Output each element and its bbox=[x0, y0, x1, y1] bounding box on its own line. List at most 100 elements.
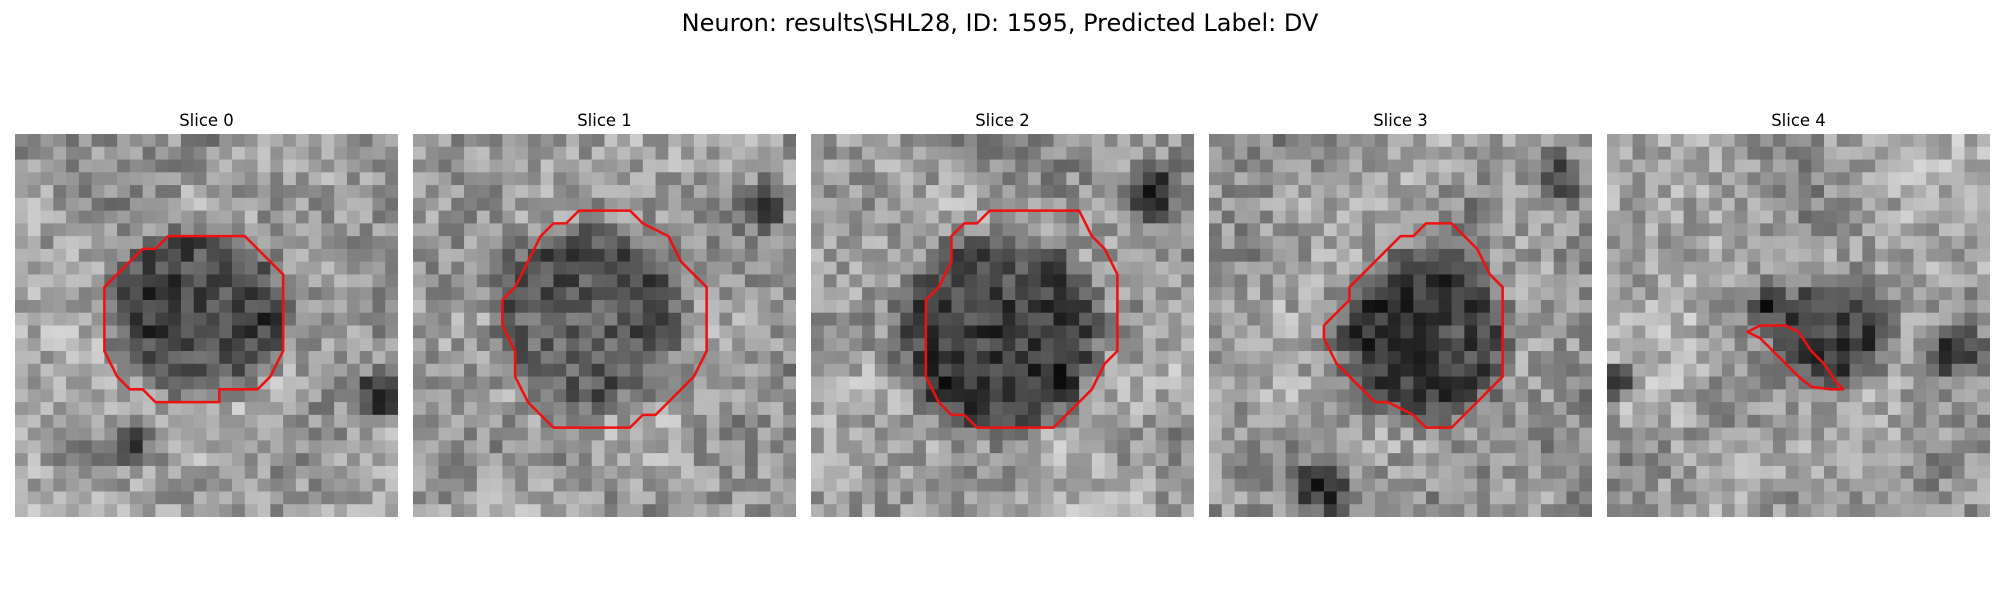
pixel bbox=[1938, 159, 1953, 173]
pixel bbox=[1451, 236, 1465, 250]
pixel bbox=[27, 299, 42, 314]
pixel bbox=[104, 376, 118, 390]
pixel bbox=[464, 465, 478, 480]
pixel bbox=[489, 351, 503, 365]
pixel bbox=[849, 248, 863, 263]
pixel bbox=[617, 197, 631, 212]
pixel bbox=[244, 172, 259, 186]
pixel bbox=[1900, 223, 1914, 237]
pixel bbox=[925, 134, 940, 148]
pixel bbox=[244, 376, 259, 390]
pixel bbox=[502, 389, 516, 403]
pixel bbox=[502, 351, 516, 365]
pixel bbox=[1323, 236, 1338, 250]
pixel bbox=[668, 414, 682, 429]
pixel bbox=[1734, 299, 1748, 314]
pixel bbox=[1387, 389, 1402, 403]
pixel bbox=[578, 236, 593, 250]
pixel bbox=[681, 504, 695, 517]
pixel bbox=[1875, 325, 1889, 339]
pixel bbox=[783, 172, 796, 186]
pixel bbox=[413, 274, 427, 288]
pixel bbox=[244, 478, 259, 492]
pixel bbox=[1862, 210, 1876, 224]
pixel bbox=[1607, 312, 1621, 327]
pixel bbox=[1362, 465, 1376, 480]
pixel bbox=[1785, 287, 1800, 301]
pixel bbox=[232, 351, 246, 365]
pixel bbox=[1875, 261, 1889, 275]
pixel bbox=[770, 376, 784, 390]
pixel bbox=[1040, 402, 1055, 416]
pixel bbox=[1477, 338, 1491, 352]
pixel bbox=[193, 414, 208, 429]
pixel bbox=[1951, 389, 1965, 403]
pixel bbox=[117, 287, 131, 301]
pixel bbox=[1502, 325, 1516, 339]
pixel bbox=[334, 363, 348, 378]
pixel bbox=[604, 465, 618, 480]
pixel bbox=[938, 197, 952, 212]
pixel bbox=[1951, 453, 1965, 467]
pixel bbox=[553, 325, 567, 339]
pixel bbox=[193, 363, 208, 378]
pixel bbox=[168, 197, 182, 212]
pixel bbox=[232, 478, 246, 492]
pixel bbox=[1887, 210, 1902, 224]
pixel bbox=[1477, 134, 1491, 148]
pixel bbox=[1040, 491, 1055, 505]
pixel bbox=[1887, 376, 1902, 390]
pixel bbox=[1645, 389, 1659, 403]
pixel bbox=[849, 427, 863, 441]
pixel bbox=[1875, 414, 1889, 429]
pixel bbox=[913, 236, 927, 250]
pixel bbox=[334, 274, 348, 288]
pixel bbox=[1209, 223, 1223, 237]
pixel bbox=[1117, 351, 1131, 365]
pixel bbox=[1862, 248, 1876, 263]
pixel bbox=[1721, 236, 1736, 250]
pixel bbox=[1926, 440, 1940, 454]
pixel bbox=[1515, 478, 1529, 492]
pixel bbox=[1040, 325, 1055, 339]
pixel bbox=[1502, 146, 1516, 161]
pixel bbox=[1015, 414, 1029, 429]
pixel bbox=[1181, 287, 1194, 301]
pixel bbox=[1234, 287, 1248, 301]
pixel bbox=[617, 210, 631, 224]
pixel bbox=[1977, 312, 1990, 327]
pixel bbox=[464, 363, 478, 378]
pixel bbox=[1515, 376, 1529, 390]
pixel bbox=[1015, 504, 1029, 517]
pixel bbox=[1721, 402, 1736, 416]
pixel bbox=[1323, 134, 1338, 148]
pixel bbox=[591, 351, 606, 365]
pixel bbox=[732, 159, 746, 173]
pixel bbox=[1260, 287, 1274, 301]
pixel bbox=[617, 427, 631, 441]
pixel bbox=[1168, 351, 1182, 365]
pixel bbox=[1336, 248, 1350, 263]
pixel bbox=[142, 210, 156, 224]
pixel bbox=[1721, 210, 1736, 224]
pixel bbox=[1875, 376, 1889, 390]
pixel bbox=[527, 389, 542, 403]
pixel bbox=[989, 299, 1004, 314]
pixel bbox=[1553, 312, 1567, 327]
pixel bbox=[1117, 159, 1131, 173]
pixel bbox=[1632, 389, 1646, 403]
pixel bbox=[464, 402, 478, 416]
pixel bbox=[630, 325, 644, 339]
pixel bbox=[913, 172, 927, 186]
pixel bbox=[1015, 325, 1029, 339]
pixel bbox=[346, 134, 361, 148]
pixel bbox=[1913, 351, 1927, 365]
pixel bbox=[1772, 402, 1787, 416]
pixel bbox=[604, 172, 618, 186]
pixel bbox=[1540, 312, 1555, 327]
pixel bbox=[1336, 210, 1350, 224]
pixel bbox=[1091, 261, 1106, 275]
pixel bbox=[1053, 402, 1067, 416]
pixel bbox=[451, 287, 465, 301]
pixel bbox=[566, 146, 580, 161]
